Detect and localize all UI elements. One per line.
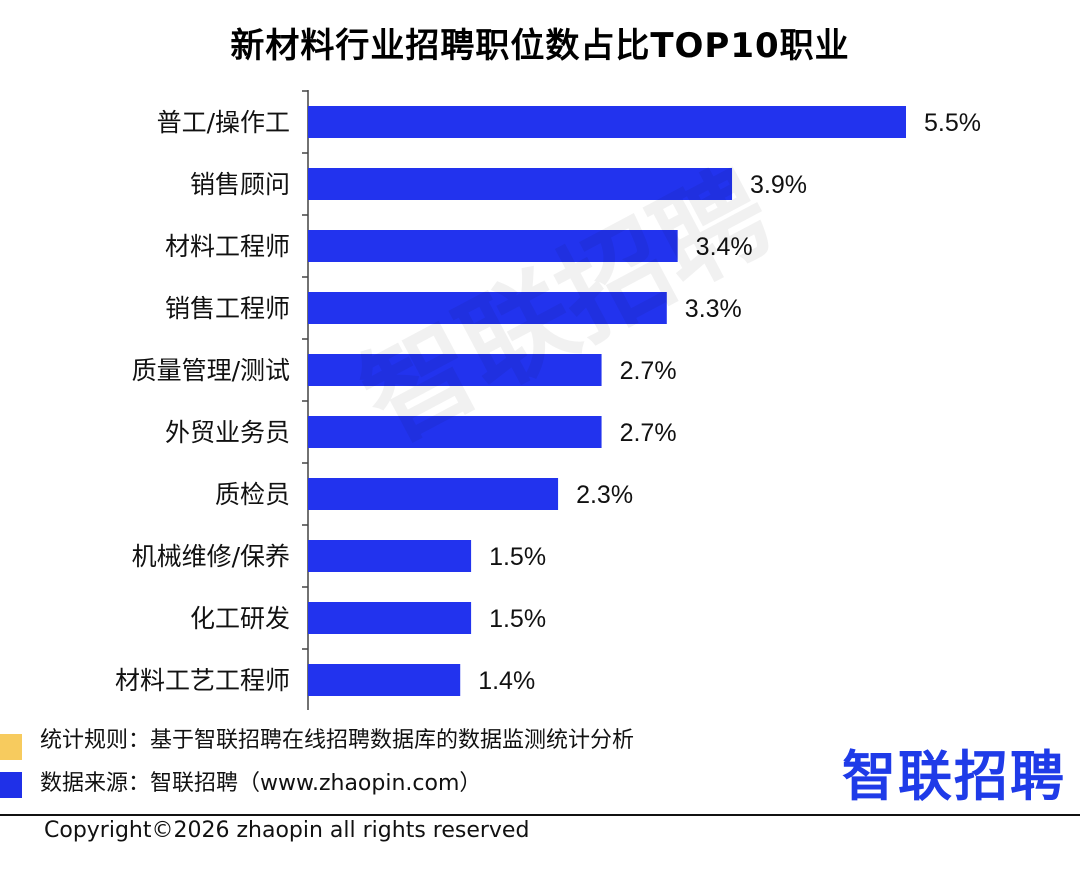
data-source-note: 数据来源：智联招聘（www.zhaopin.com） bbox=[40, 771, 482, 796]
legend-square-yellow bbox=[0, 734, 22, 760]
value-label: 3.4% bbox=[696, 233, 753, 261]
zhaopin-logo: 智联招聘 bbox=[842, 745, 1066, 808]
footer-divider bbox=[0, 814, 1080, 816]
bar bbox=[308, 664, 461, 696]
value-label: 1.4% bbox=[478, 667, 535, 695]
category-label: 质量管理/测试 bbox=[132, 356, 290, 385]
bar bbox=[308, 168, 733, 200]
category-label: 普工/操作工 bbox=[157, 108, 290, 137]
bar bbox=[308, 292, 667, 324]
category-label: 化工研发 bbox=[190, 604, 290, 633]
category-label: 外贸业务员 bbox=[165, 418, 290, 447]
bar bbox=[308, 106, 906, 138]
bar bbox=[308, 540, 472, 572]
copyright-text: Copyright©2026 zhaopin all rights reserv… bbox=[44, 818, 530, 843]
bar bbox=[308, 602, 472, 634]
category-label: 销售工程师 bbox=[165, 294, 290, 323]
statistics-rule-note: 统计规则：基于智联招聘在线招聘数据库的数据监测统计分析 bbox=[40, 728, 635, 753]
bar bbox=[308, 230, 678, 262]
value-label: 2.7% bbox=[620, 357, 677, 385]
bar bbox=[308, 354, 602, 386]
value-label: 3.9% bbox=[750, 171, 807, 199]
category-label: 质检员 bbox=[215, 480, 290, 509]
bar bbox=[308, 416, 602, 448]
bar bbox=[308, 478, 559, 510]
chart-title: 新材料行业招聘职位数占比TOP10职业 bbox=[230, 26, 850, 66]
value-label: 1.5% bbox=[489, 543, 546, 571]
category-label: 机械维修/保养 bbox=[132, 542, 290, 571]
value-label: 2.3% bbox=[576, 481, 633, 509]
category-label: 销售顾问 bbox=[190, 170, 290, 199]
bar-chart: 普工/操作工 5.5% 销售顾问 3.9% 材料工程师 3.4% 销售工程师 3.3% 质量管理… bbox=[115, 90, 981, 710]
legend-square-blue bbox=[0, 772, 22, 798]
bars-layer: 普工/操作工 5.5% 销售顾问 3.9% 材料工程师 3.4% 销售工程师 3.3% 质量管理… bbox=[115, 90, 981, 696]
value-label: 1.5% bbox=[489, 605, 546, 633]
value-label: 2.7% bbox=[620, 419, 677, 447]
category-label: 材料工艺工程师 bbox=[115, 666, 290, 695]
value-label: 5.5% bbox=[924, 109, 981, 137]
category-label: 材料工程师 bbox=[165, 232, 290, 261]
value-label: 3.3% bbox=[685, 295, 742, 323]
